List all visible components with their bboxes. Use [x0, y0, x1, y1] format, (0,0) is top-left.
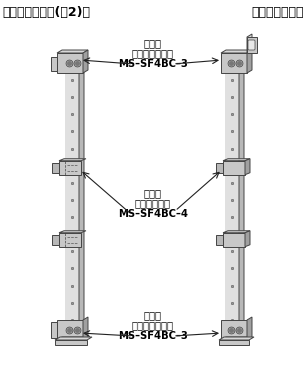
Polygon shape: [223, 161, 245, 175]
Text: 中間支撐支架: 中間支撐支架: [135, 198, 171, 208]
Polygon shape: [216, 235, 223, 245]
Text: MS–SF4BC–3: MS–SF4BC–3: [118, 331, 188, 341]
Polygon shape: [52, 235, 59, 245]
Polygon shape: [221, 53, 247, 73]
Polygon shape: [239, 66, 244, 345]
Polygon shape: [219, 337, 254, 340]
Polygon shape: [216, 163, 223, 173]
Polygon shape: [55, 337, 92, 340]
Polygon shape: [221, 320, 247, 340]
Polygon shape: [65, 66, 84, 68]
Text: MS–SF4BC–3: MS–SF4BC–3: [118, 59, 188, 69]
Polygon shape: [52, 163, 59, 173]
Polygon shape: [247, 37, 257, 53]
Polygon shape: [225, 66, 244, 68]
Polygon shape: [245, 159, 250, 175]
Text: 側面用: 側面用: [144, 310, 162, 320]
Polygon shape: [59, 233, 81, 247]
Polygon shape: [83, 50, 88, 73]
Text: 《省空間安裝時(註2)》: 《省空間安裝時(註2)》: [2, 6, 90, 19]
Polygon shape: [57, 53, 83, 73]
Polygon shape: [223, 231, 250, 233]
Text: 多功能安裝支架: 多功能安裝支架: [132, 320, 174, 330]
Polygon shape: [59, 161, 81, 175]
Polygon shape: [223, 233, 245, 247]
Polygon shape: [83, 317, 88, 340]
Polygon shape: [247, 317, 252, 340]
Polygon shape: [59, 231, 86, 233]
Polygon shape: [219, 340, 249, 345]
Polygon shape: [245, 231, 250, 247]
Polygon shape: [247, 50, 252, 73]
Polygon shape: [57, 50, 88, 53]
Text: 《標準安裝時》: 《標準安裝時》: [252, 6, 304, 19]
Text: 側面用: 側面用: [144, 38, 162, 48]
Text: 多功能安裝支架: 多功能安裝支架: [132, 48, 174, 58]
Polygon shape: [51, 322, 57, 338]
Polygon shape: [223, 159, 250, 161]
Polygon shape: [51, 57, 57, 71]
Polygon shape: [55, 340, 87, 345]
Polygon shape: [65, 68, 79, 345]
Polygon shape: [59, 159, 86, 161]
Polygon shape: [225, 68, 239, 345]
Text: MS–SF4BC–4: MS–SF4BC–4: [118, 209, 188, 219]
Polygon shape: [221, 337, 252, 340]
Polygon shape: [57, 337, 88, 340]
Text: 多功能: 多功能: [144, 188, 162, 198]
Polygon shape: [79, 66, 84, 345]
Polygon shape: [247, 34, 252, 53]
Polygon shape: [57, 320, 83, 340]
Polygon shape: [221, 50, 252, 53]
FancyBboxPatch shape: [248, 40, 255, 50]
